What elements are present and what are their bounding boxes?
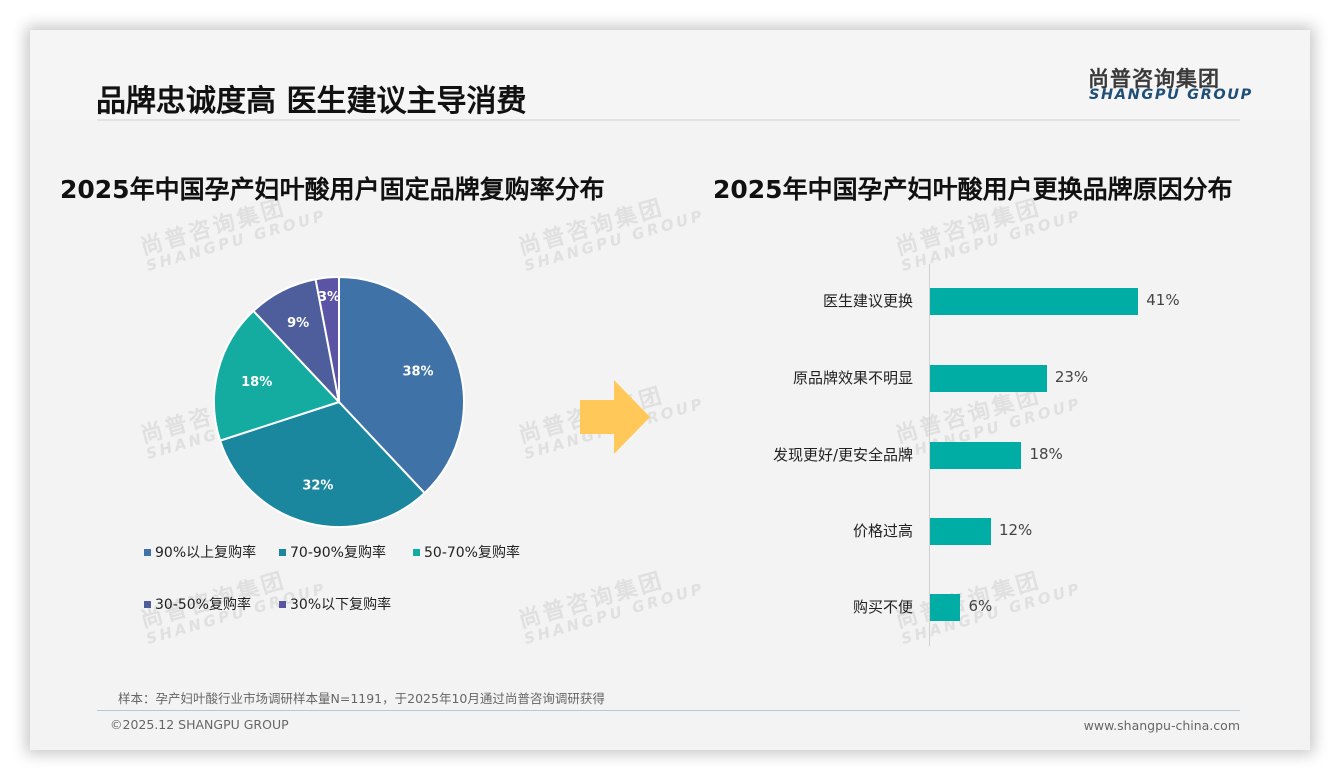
header-divider (97, 119, 1240, 121)
bar-chart-axis (929, 264, 930, 646)
page-title: 品牌忠诚度高 医生建议主导消费 (96, 84, 527, 119)
pie-chart-svg: 38% 32% 18% 9% 3% (213, 275, 465, 528)
legend-item: 30%以下复购率 (279, 594, 391, 614)
bar-value-label: 23% (1054, 368, 1089, 386)
bar (930, 365, 1047, 392)
bar-row: 医生建议更换 41% (30, 288, 1310, 315)
pie-slice-label: 18% (241, 375, 272, 390)
pie-slice-label: 32% (302, 478, 333, 493)
pie-chart: 38% 32% 18% 9% 3% (212, 275, 466, 529)
bar-chart-title: 2025年中国孕产妇叶酸用户更换品牌原因分布 (713, 175, 1233, 204)
copyright-text: ©2025.12 SHANGPU GROUP (110, 717, 289, 732)
bar-category-label: 发现更好/更安全品牌 (772, 446, 913, 464)
legend-swatch (279, 548, 286, 556)
bar-category-label: 原品牌效果不明显 (792, 369, 913, 387)
slide: 品牌忠诚度高 医生建议主导消费 尚普咨询集团 SHANGPU GROUP 尚普咨… (30, 30, 1310, 750)
legend-item: 30-50%复购率 (144, 594, 251, 614)
logo-english: SHANGPU GROUP (1089, 87, 1253, 103)
header-band (30, 30, 1310, 120)
website-link[interactable]: www.shangpu-china.com (1083, 718, 1240, 733)
legend-swatch (279, 600, 286, 608)
bar (930, 442, 1022, 469)
bar-value-label: 18% (1029, 445, 1063, 463)
sample-footnote: 样本：孕产妇叶酸行业市场调研样本量N=1191，于2025年10月通过尚普咨询调… (118, 691, 605, 706)
bar-value-label: 12% (998, 521, 1033, 539)
pie-slice-label: 38% (402, 365, 433, 380)
bar-category-label: 购买不便 (852, 598, 913, 616)
bar (930, 594, 961, 621)
bar-row: 价格过高 12% (30, 518, 1310, 545)
bar-row: 购买不便 6% (30, 594, 1310, 621)
legend-item: 90%以上复购率 (144, 542, 256, 562)
legend-item: 70-90%复购率 (279, 542, 386, 562)
pie-slice (338, 275, 465, 495)
pie-slice-label: 3% (318, 290, 340, 305)
bar-value-label: 6% (968, 597, 993, 615)
bar-row: 原品牌效果不明显 23% (30, 365, 1310, 392)
pie-chart-title: 2025年中国孕产妇叶酸用户固定品牌复购率分布 (60, 175, 605, 204)
bar-value-label: 41% (1146, 291, 1180, 309)
bar-category-label: 医生建议更换 (822, 292, 913, 310)
legend-swatch (144, 548, 151, 556)
pie-slice (213, 309, 341, 442)
footer-divider (97, 710, 1240, 711)
bar (930, 518, 991, 545)
pie-slice (314, 275, 340, 403)
logo-chinese: 尚普咨询集团 (1088, 67, 1220, 91)
legend-swatch (144, 600, 151, 608)
bar-row: 发现更好/更安全品牌 18% (30, 442, 1310, 469)
bar-category-label: 价格过高 (852, 522, 913, 540)
bar (930, 288, 1139, 315)
pie-slice-label: 9% (287, 316, 309, 331)
legend-swatch (413, 548, 420, 556)
pie-slice (218, 400, 426, 528)
right-arrow-icon (580, 380, 650, 454)
legend-item: 50-70%复购率 (413, 542, 520, 562)
